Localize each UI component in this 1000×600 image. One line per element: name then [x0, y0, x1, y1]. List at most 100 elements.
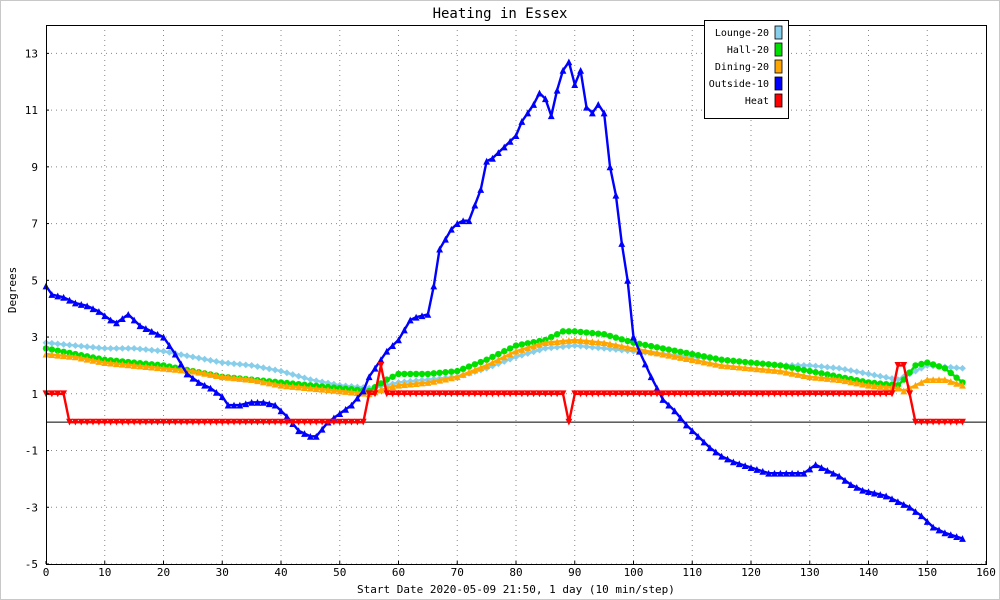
- data-point: [812, 390, 820, 398]
- data-point: [154, 330, 162, 338]
- plot-frame: [46, 25, 987, 565]
- data-point: [818, 370, 825, 377]
- data-point: [729, 458, 737, 466]
- data-point: [148, 346, 156, 354]
- data-point: [906, 369, 913, 376]
- data-point: [101, 345, 109, 352]
- data-point: [924, 359, 931, 366]
- data-point: [906, 390, 914, 398]
- data-point: [271, 366, 279, 374]
- data-point: [559, 337, 567, 345]
- data-point: [60, 341, 68, 348]
- data-point: [876, 491, 884, 498]
- data-point: [395, 390, 402, 398]
- data-point: [647, 342, 655, 350]
- data-point: [729, 363, 737, 370]
- data-point: [718, 452, 726, 460]
- data-point: [782, 368, 790, 376]
- data-point: [923, 376, 931, 384]
- data-point: [588, 338, 596, 345]
- data-point: [712, 360, 720, 368]
- data-point: [783, 363, 790, 370]
- data-point: [735, 363, 743, 371]
- data-point: [559, 328, 567, 335]
- data-point: [365, 390, 373, 398]
- legend-label: Lounge-20: [715, 28, 769, 39]
- data-point: [60, 352, 68, 360]
- data-point: [630, 390, 637, 398]
- data-point: [829, 375, 837, 383]
- data-point: [436, 369, 443, 376]
- data-point: [165, 418, 173, 426]
- x-tick-label: 10: [98, 566, 111, 579]
- data-point: [947, 418, 955, 426]
- data-point: [929, 376, 937, 384]
- data-point: [271, 401, 279, 409]
- data-point: [688, 427, 696, 435]
- data-point: [471, 361, 479, 368]
- data-point: [589, 329, 596, 337]
- data-point: [635, 390, 643, 398]
- data-point: [912, 362, 919, 369]
- data-point: [465, 390, 473, 398]
- x-tick-label: 40: [274, 566, 287, 579]
- data-point: [847, 367, 855, 374]
- data-point: [312, 418, 320, 426]
- data-point: [612, 191, 620, 199]
- data-point: [835, 364, 843, 372]
- data-point: [917, 379, 925, 386]
- data-point: [547, 338, 555, 346]
- data-point: [553, 390, 561, 398]
- data-point: [959, 381, 966, 389]
- data-point: [571, 336, 579, 344]
- data-point: [224, 401, 232, 409]
- data-point: [430, 282, 438, 290]
- data-point: [847, 378, 855, 386]
- data-point: [124, 345, 132, 352]
- data-point: [442, 375, 449, 383]
- data-point: [212, 388, 220, 396]
- data-point: [947, 378, 955, 385]
- data-point: [442, 390, 449, 398]
- data-point: [917, 512, 925, 520]
- data-point: [753, 359, 761, 367]
- data-point: [430, 377, 438, 385]
- data-point: [395, 336, 402, 344]
- data-point: [888, 375, 896, 382]
- x-axis-label: Start Date 2020-05-09 21:50, 1 day (10 m…: [357, 583, 675, 596]
- data-point: [212, 358, 220, 365]
- data-point: [929, 361, 937, 368]
- x-tick-label: 100: [624, 566, 644, 579]
- data-point: [418, 379, 426, 387]
- data-point: [277, 407, 285, 415]
- y-axis-label: Degrees: [6, 267, 19, 313]
- data-point: [471, 390, 479, 398]
- data-point: [524, 350, 532, 357]
- legend-label: Hall-20: [727, 45, 769, 56]
- data-point: [359, 387, 367, 395]
- data-point: [759, 467, 767, 475]
- data-point: [177, 360, 185, 368]
- data-point: [876, 372, 884, 380]
- data-point: [483, 356, 490, 363]
- data-point: [389, 390, 397, 398]
- data-point: [823, 363, 831, 371]
- data-point: [571, 342, 579, 349]
- data-point: [736, 358, 743, 365]
- data-point: [324, 386, 332, 394]
- data-point: [530, 390, 538, 398]
- x-tick-label: 150: [917, 566, 937, 579]
- data-point: [724, 362, 731, 370]
- data-point: [330, 386, 338, 394]
- data-point: [342, 405, 350, 413]
- data-point: [841, 365, 849, 373]
- data-point: [912, 381, 919, 389]
- data-point: [923, 418, 931, 426]
- data-point: [912, 418, 919, 426]
- data-point: [89, 343, 97, 351]
- data-point: [160, 333, 167, 341]
- data-point: [823, 466, 831, 474]
- data-point: [453, 390, 461, 398]
- data-point: [524, 340, 531, 347]
- data-point: [254, 363, 261, 370]
